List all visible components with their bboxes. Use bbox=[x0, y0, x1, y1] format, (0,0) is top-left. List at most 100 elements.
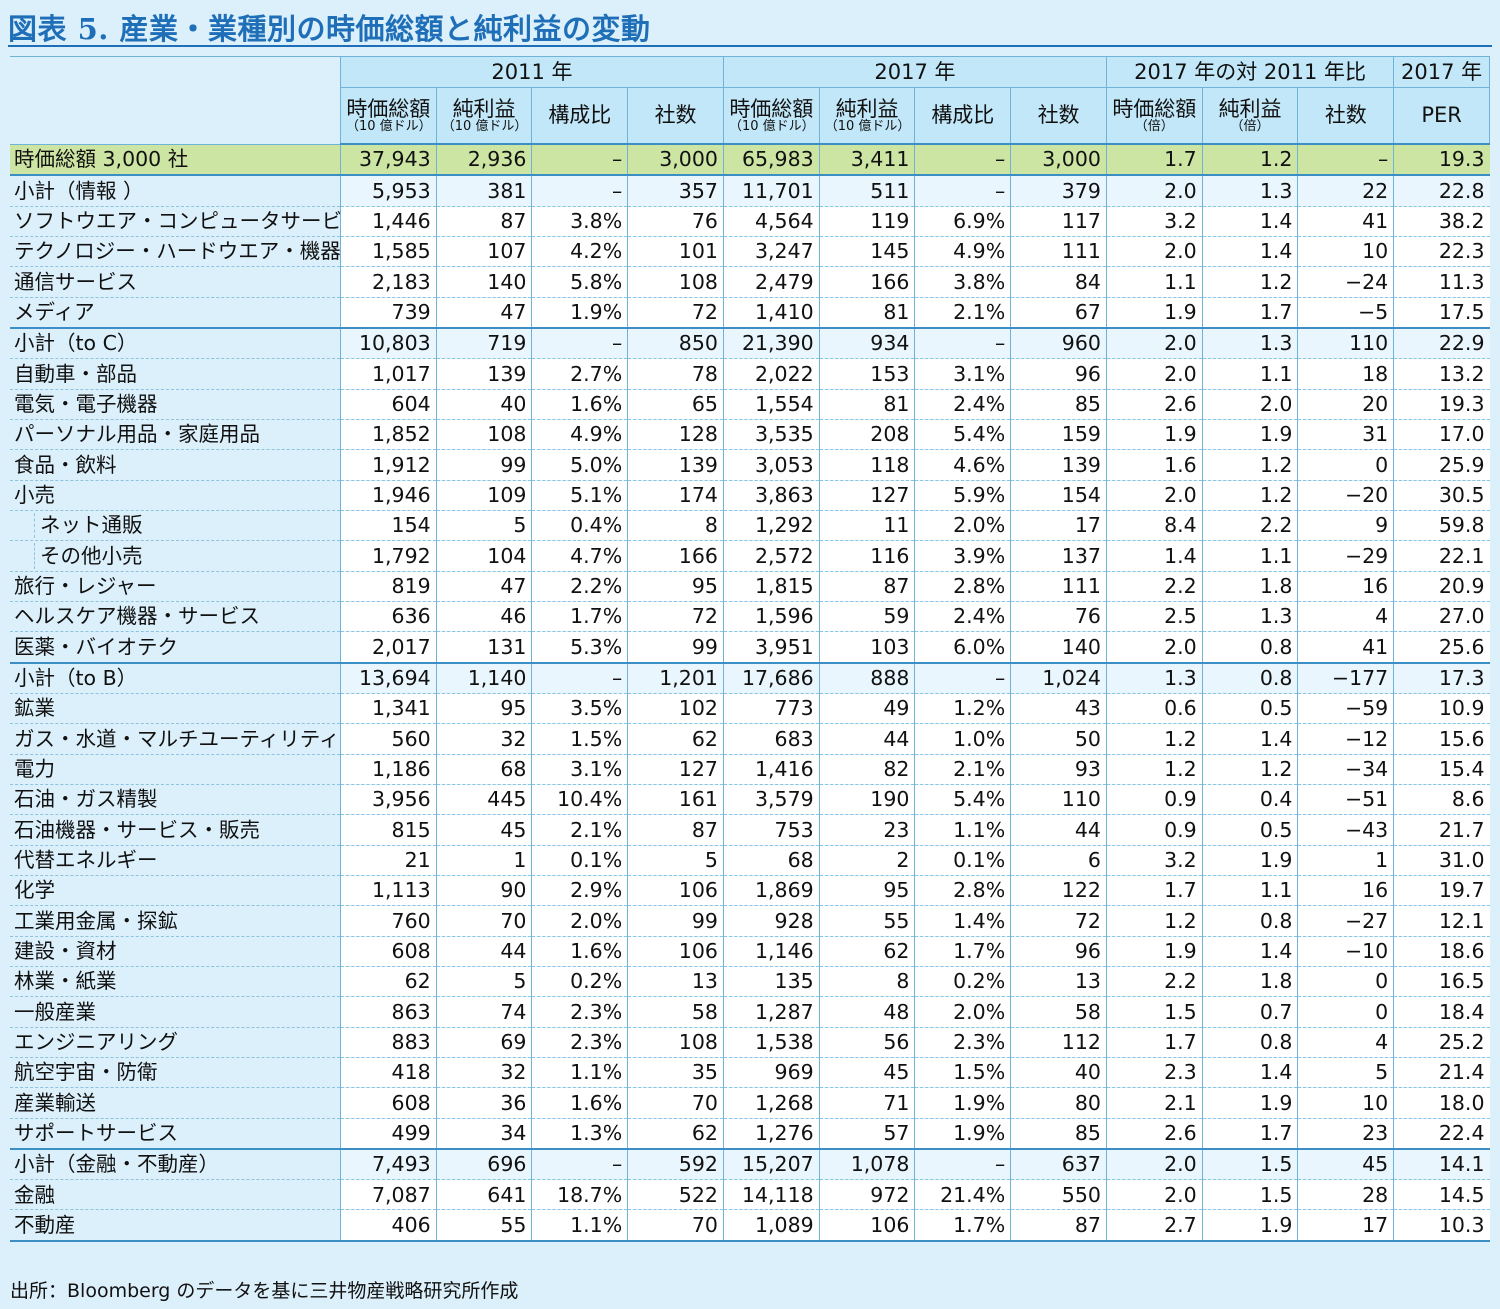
table-cell: 357 bbox=[627, 174, 724, 207]
column-header-main: 時価総額 bbox=[729, 96, 814, 121]
table-cell: 6.0% bbox=[914, 631, 1011, 664]
column-header-main: 純利益 bbox=[452, 96, 516, 121]
table-cell: 1.3% bbox=[531, 1118, 628, 1150]
table-cell: −59 bbox=[1297, 693, 1394, 725]
table-cell: 47 bbox=[435, 297, 532, 329]
table-cell: 2.0 bbox=[1105, 1147, 1203, 1181]
column-header-unit: （10 億ドル） bbox=[824, 118, 911, 134]
row-label: 小計（to B） bbox=[10, 661, 341, 694]
table-cell: 1,946 bbox=[339, 480, 437, 511]
table-cell: 1.3 bbox=[1105, 661, 1203, 694]
table-cell: 166 bbox=[818, 266, 915, 298]
table-cell: 1.7 bbox=[1105, 1027, 1203, 1058]
table-cell: 499 bbox=[339, 1118, 437, 1150]
table-row: 工業用金属・探鉱 760 70 2.0% 99 928 55 1.4% 72 1.2 0.8 −27 1… bbox=[10, 905, 1490, 937]
table-cell: 511 bbox=[818, 174, 915, 207]
row-label: 自動車・部品 bbox=[10, 358, 341, 390]
table-cell: 1.7 bbox=[1201, 1118, 1298, 1150]
table-cell: 739 bbox=[339, 297, 437, 329]
table-cell: 1.7 bbox=[1201, 297, 1298, 329]
table-cell: 2.0 bbox=[1105, 358, 1203, 390]
table-cell: 8 bbox=[627, 510, 724, 542]
table-cell: 760 bbox=[339, 905, 437, 937]
table-cell: 0.8 bbox=[1201, 661, 1298, 694]
table-cell: 1.4 bbox=[1201, 936, 1298, 967]
table-cell: 3.9% bbox=[914, 540, 1011, 572]
table-cell: 166 bbox=[627, 540, 724, 572]
table-cell: 122 bbox=[1010, 875, 1107, 907]
table-cell: 17.5 bbox=[1393, 297, 1490, 329]
table-cell: 2.2 bbox=[1201, 510, 1298, 542]
table-cell: 1.9 bbox=[1105, 936, 1203, 967]
table-cell: 15.4 bbox=[1393, 754, 1490, 785]
row-label: 電気・電子機器 bbox=[10, 389, 341, 420]
row-label: ソフトウエア・コンピュータサービス bbox=[10, 206, 341, 237]
table-cell: 103 bbox=[818, 631, 915, 664]
table-cell: −34 bbox=[1297, 754, 1394, 785]
table-cell: 108 bbox=[627, 1027, 724, 1058]
table-cell: – bbox=[914, 174, 1011, 207]
table-cell: 3,411 bbox=[818, 144, 915, 177]
column-header: 純利益 （10 億ドル） bbox=[818, 87, 916, 145]
table-cell: 5.1% bbox=[531, 480, 628, 511]
table-cell: 2.1% bbox=[914, 754, 1011, 785]
table-cell: 1.3 bbox=[1201, 326, 1298, 360]
table-cell: 131 bbox=[435, 631, 532, 664]
row-label: ネット通販 bbox=[10, 510, 341, 542]
table-cell: 972 bbox=[818, 1179, 915, 1211]
table-cell: 1.2 bbox=[1201, 266, 1298, 298]
table-cell: 2.2 bbox=[1105, 571, 1203, 602]
table-cell: 5.0% bbox=[531, 449, 628, 481]
table-cell: 5.3% bbox=[531, 631, 628, 664]
table-row: 産業輸送 608 36 1.6% 70 1,268 71 1.9% 80 2.1 1.9 10 18.0 bbox=[10, 1087, 1490, 1119]
row-label: テクノロジー・ハードウエア・機器 bbox=[10, 236, 341, 268]
table-cell: 1.7% bbox=[914, 1209, 1011, 1242]
table-cell: 36 bbox=[435, 1087, 532, 1119]
table-cell: 4 bbox=[1297, 601, 1394, 633]
table-cell: 1.8 bbox=[1201, 571, 1298, 602]
table-cell: 2.4% bbox=[914, 601, 1011, 633]
table-cell: 17.3 bbox=[1393, 661, 1490, 694]
table-cell: 379 bbox=[1010, 174, 1107, 207]
table-cell: −10 bbox=[1297, 936, 1394, 967]
table-cell: – bbox=[531, 174, 628, 207]
table-cell: 58 bbox=[1010, 996, 1107, 1028]
table-cell: 1,341 bbox=[339, 693, 437, 725]
table-cell: 81 bbox=[818, 389, 915, 420]
table-cell: 5.4% bbox=[914, 784, 1011, 816]
row-label: パーソナル用品・家庭用品 bbox=[10, 419, 341, 451]
table-cell: 11 bbox=[818, 510, 915, 542]
table-cell: 2,572 bbox=[722, 540, 820, 572]
table-cell: 82 bbox=[818, 754, 915, 785]
table-cell: 57 bbox=[818, 1118, 915, 1150]
table-cell: 3,956 bbox=[339, 784, 437, 816]
table-cell: 8.6 bbox=[1393, 784, 1490, 816]
table-cell: 2.2 bbox=[1105, 966, 1203, 998]
table-cell: – bbox=[914, 661, 1011, 694]
table-cell: 1,554 bbox=[722, 389, 820, 420]
table-cell: 3.2 bbox=[1105, 206, 1203, 237]
table-cell: 15,207 bbox=[722, 1147, 820, 1181]
column-header-unit: （10 億ドル） bbox=[441, 118, 528, 134]
table-cell: 161 bbox=[627, 784, 724, 816]
total-row: 時価総額 3,000 社 37,943 2,936–3,000 65,983 3,411… bbox=[10, 144, 1490, 177]
table-cell: 883 bbox=[339, 1027, 437, 1058]
table-cell: 159 bbox=[1010, 419, 1107, 451]
table-cell: 683 bbox=[722, 723, 820, 755]
table-row: 通信サービス 2,183 140 5.8% 108 2,479 166 3.8% 84 1.1 1.… bbox=[10, 266, 1490, 298]
table-cell: 1,089 bbox=[722, 1209, 820, 1242]
row-label: 石油・ガス精製 bbox=[10, 784, 341, 816]
row-label: 工業用金属・探鉱 bbox=[10, 905, 341, 937]
table-cell: 41 bbox=[1297, 631, 1394, 664]
table-cell: 1,792 bbox=[339, 540, 437, 572]
table-row: 小売 1,946 109 5.1% 174 3,863 127 5.9% 154 2.0 1.2 −2… bbox=[10, 480, 1490, 511]
table-cell: 2 bbox=[818, 845, 915, 876]
table-cell: 18.6 bbox=[1393, 936, 1490, 967]
table-cell: 10,803 bbox=[339, 326, 437, 360]
table-cell: −29 bbox=[1297, 540, 1394, 572]
table-cell: 3,535 bbox=[722, 419, 820, 451]
table-cell: 0 bbox=[1297, 996, 1394, 1028]
table-cell: 139 bbox=[435, 358, 532, 390]
table-cell: 1.3 bbox=[1201, 174, 1298, 207]
table-row: パーソナル用品・家庭用品 1,852 108 4.9% 128 3,535 208 5.4% 1… bbox=[10, 419, 1490, 451]
